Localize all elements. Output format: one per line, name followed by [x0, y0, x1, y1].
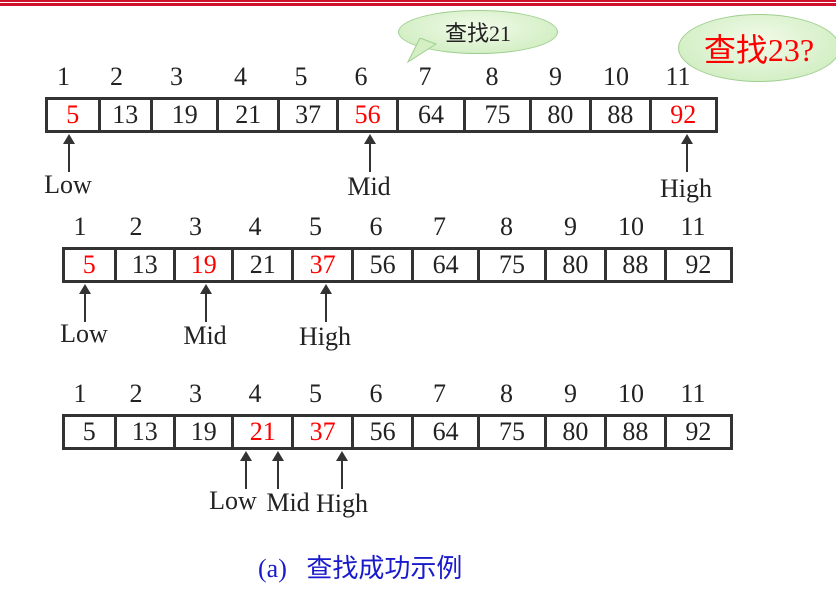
index-label: 7 [418, 62, 432, 91]
high-arrow-icon [320, 284, 332, 322]
index-label: 10 [603, 62, 629, 91]
array-cell: 37 [294, 417, 355, 447]
array-cell: 37 [280, 100, 340, 130]
array-cell: 13 [101, 100, 154, 130]
index-label: 5 [294, 62, 308, 91]
index-label: 5 [309, 379, 322, 408]
index-label: 9 [564, 379, 577, 408]
index-label: 8 [500, 212, 513, 241]
array-cell: 56 [354, 250, 414, 280]
array-cell: 92 [685, 250, 712, 279]
low-arrow-icon [63, 134, 75, 172]
array-row: 5 13 19 21 37 56 64 75 80 88 92 [45, 97, 718, 133]
callout-tail [406, 38, 438, 64]
high-arrow-icon [336, 451, 348, 489]
mid-arrow-icon [364, 134, 376, 172]
caption-text: 查找成功示例 [306, 554, 463, 583]
array-cell: 5 [48, 100, 101, 130]
pointer-label-high: High [299, 322, 351, 351]
pointer-label-low: Low [209, 486, 257, 515]
array-row: 5 13 19 21 37 56 64 75 80 88 92 [62, 247, 733, 283]
array-cell: 80 [532, 100, 593, 130]
index-label: 3 [189, 212, 202, 241]
array-cell: 21 [234, 417, 294, 447]
index-label: 9 [564, 212, 577, 241]
index-label: 7 [433, 212, 446, 241]
index-label: 6 [354, 62, 368, 91]
index-label: 2 [129, 379, 143, 408]
array-cell: 88 [592, 100, 652, 130]
index-label: 10 [618, 379, 644, 408]
callout-text: 查找21 [444, 21, 511, 46]
array-cell: 64 [399, 100, 467, 130]
pointer-label-high: High [316, 489, 368, 518]
array-cell: 5 [65, 250, 117, 280]
array-cell: 92 [670, 100, 697, 129]
array-cell: 75 [466, 100, 532, 130]
low-arrow-icon [79, 284, 91, 322]
index-label: 11 [665, 62, 691, 91]
index-label: 8 [500, 379, 513, 408]
index-label: 5 [309, 212, 322, 241]
array-cell: 21 [234, 250, 294, 280]
header-rule [0, 0, 836, 3]
index-label: 1 [73, 212, 87, 241]
pointer-label-mid: Mid [266, 488, 310, 517]
index-label: 11 [680, 212, 706, 241]
pointer-label-low: Low [44, 170, 92, 199]
array-cell: 75 [480, 250, 547, 280]
index-label: 1 [57, 62, 70, 91]
index-label: 7 [433, 379, 446, 408]
array-cell: 19 [176, 250, 235, 280]
array-cell: 92 [685, 417, 712, 446]
array-cell: 64 [414, 250, 481, 280]
low-arrow-icon [240, 451, 252, 489]
index-label: 11 [680, 379, 706, 408]
array-cell: 75 [480, 417, 547, 447]
index-label: 9 [549, 62, 562, 91]
pointer-label-high: High [660, 174, 712, 203]
array-cell: 80 [547, 417, 608, 447]
array-cell: 64 [414, 417, 481, 447]
array-cell: 37 [294, 250, 355, 280]
index-label: 3 [170, 62, 183, 91]
index-label: 4 [248, 379, 262, 408]
index-label: 4 [234, 62, 247, 91]
pointer-label-mid: Mid [183, 321, 227, 350]
index-label: 6 [369, 212, 383, 241]
array-cell: 80 [547, 250, 608, 280]
callout-text: 查找23? [703, 32, 815, 68]
index-label: 3 [189, 379, 202, 408]
index-label: 8 [485, 62, 499, 91]
pointer-label-low: Low [60, 319, 108, 348]
mid-arrow-icon [272, 451, 284, 489]
array-cell: 21 [219, 100, 280, 130]
index-label: 6 [369, 379, 383, 408]
index-label: 10 [618, 212, 644, 241]
array-cell: 13 [117, 417, 177, 447]
mid-arrow-icon [200, 284, 212, 322]
index-label: 2 [110, 62, 123, 91]
array-cell: 88 [607, 250, 667, 280]
array-row: 5 13 19 21 37 56 64 75 80 88 92 [62, 414, 733, 450]
pointer-label-mid: Mid [347, 172, 391, 201]
array-cell: 56 [354, 417, 414, 447]
caption-tag: (a) [258, 554, 287, 583]
array-cell: 19 [176, 417, 235, 447]
high-arrow-icon [681, 134, 693, 172]
callout-search-23: 查找23? [678, 14, 836, 82]
array-cell: 13 [117, 250, 177, 280]
caption: (a) 查找成功示例 [258, 548, 462, 585]
index-label: 4 [248, 212, 262, 241]
array-cell: 5 [65, 417, 117, 447]
index-label: 2 [129, 212, 143, 241]
array-cell: 56 [339, 100, 399, 130]
index-label: 1 [73, 379, 87, 408]
array-cell: 88 [607, 417, 667, 447]
array-cell: 19 [153, 100, 220, 130]
